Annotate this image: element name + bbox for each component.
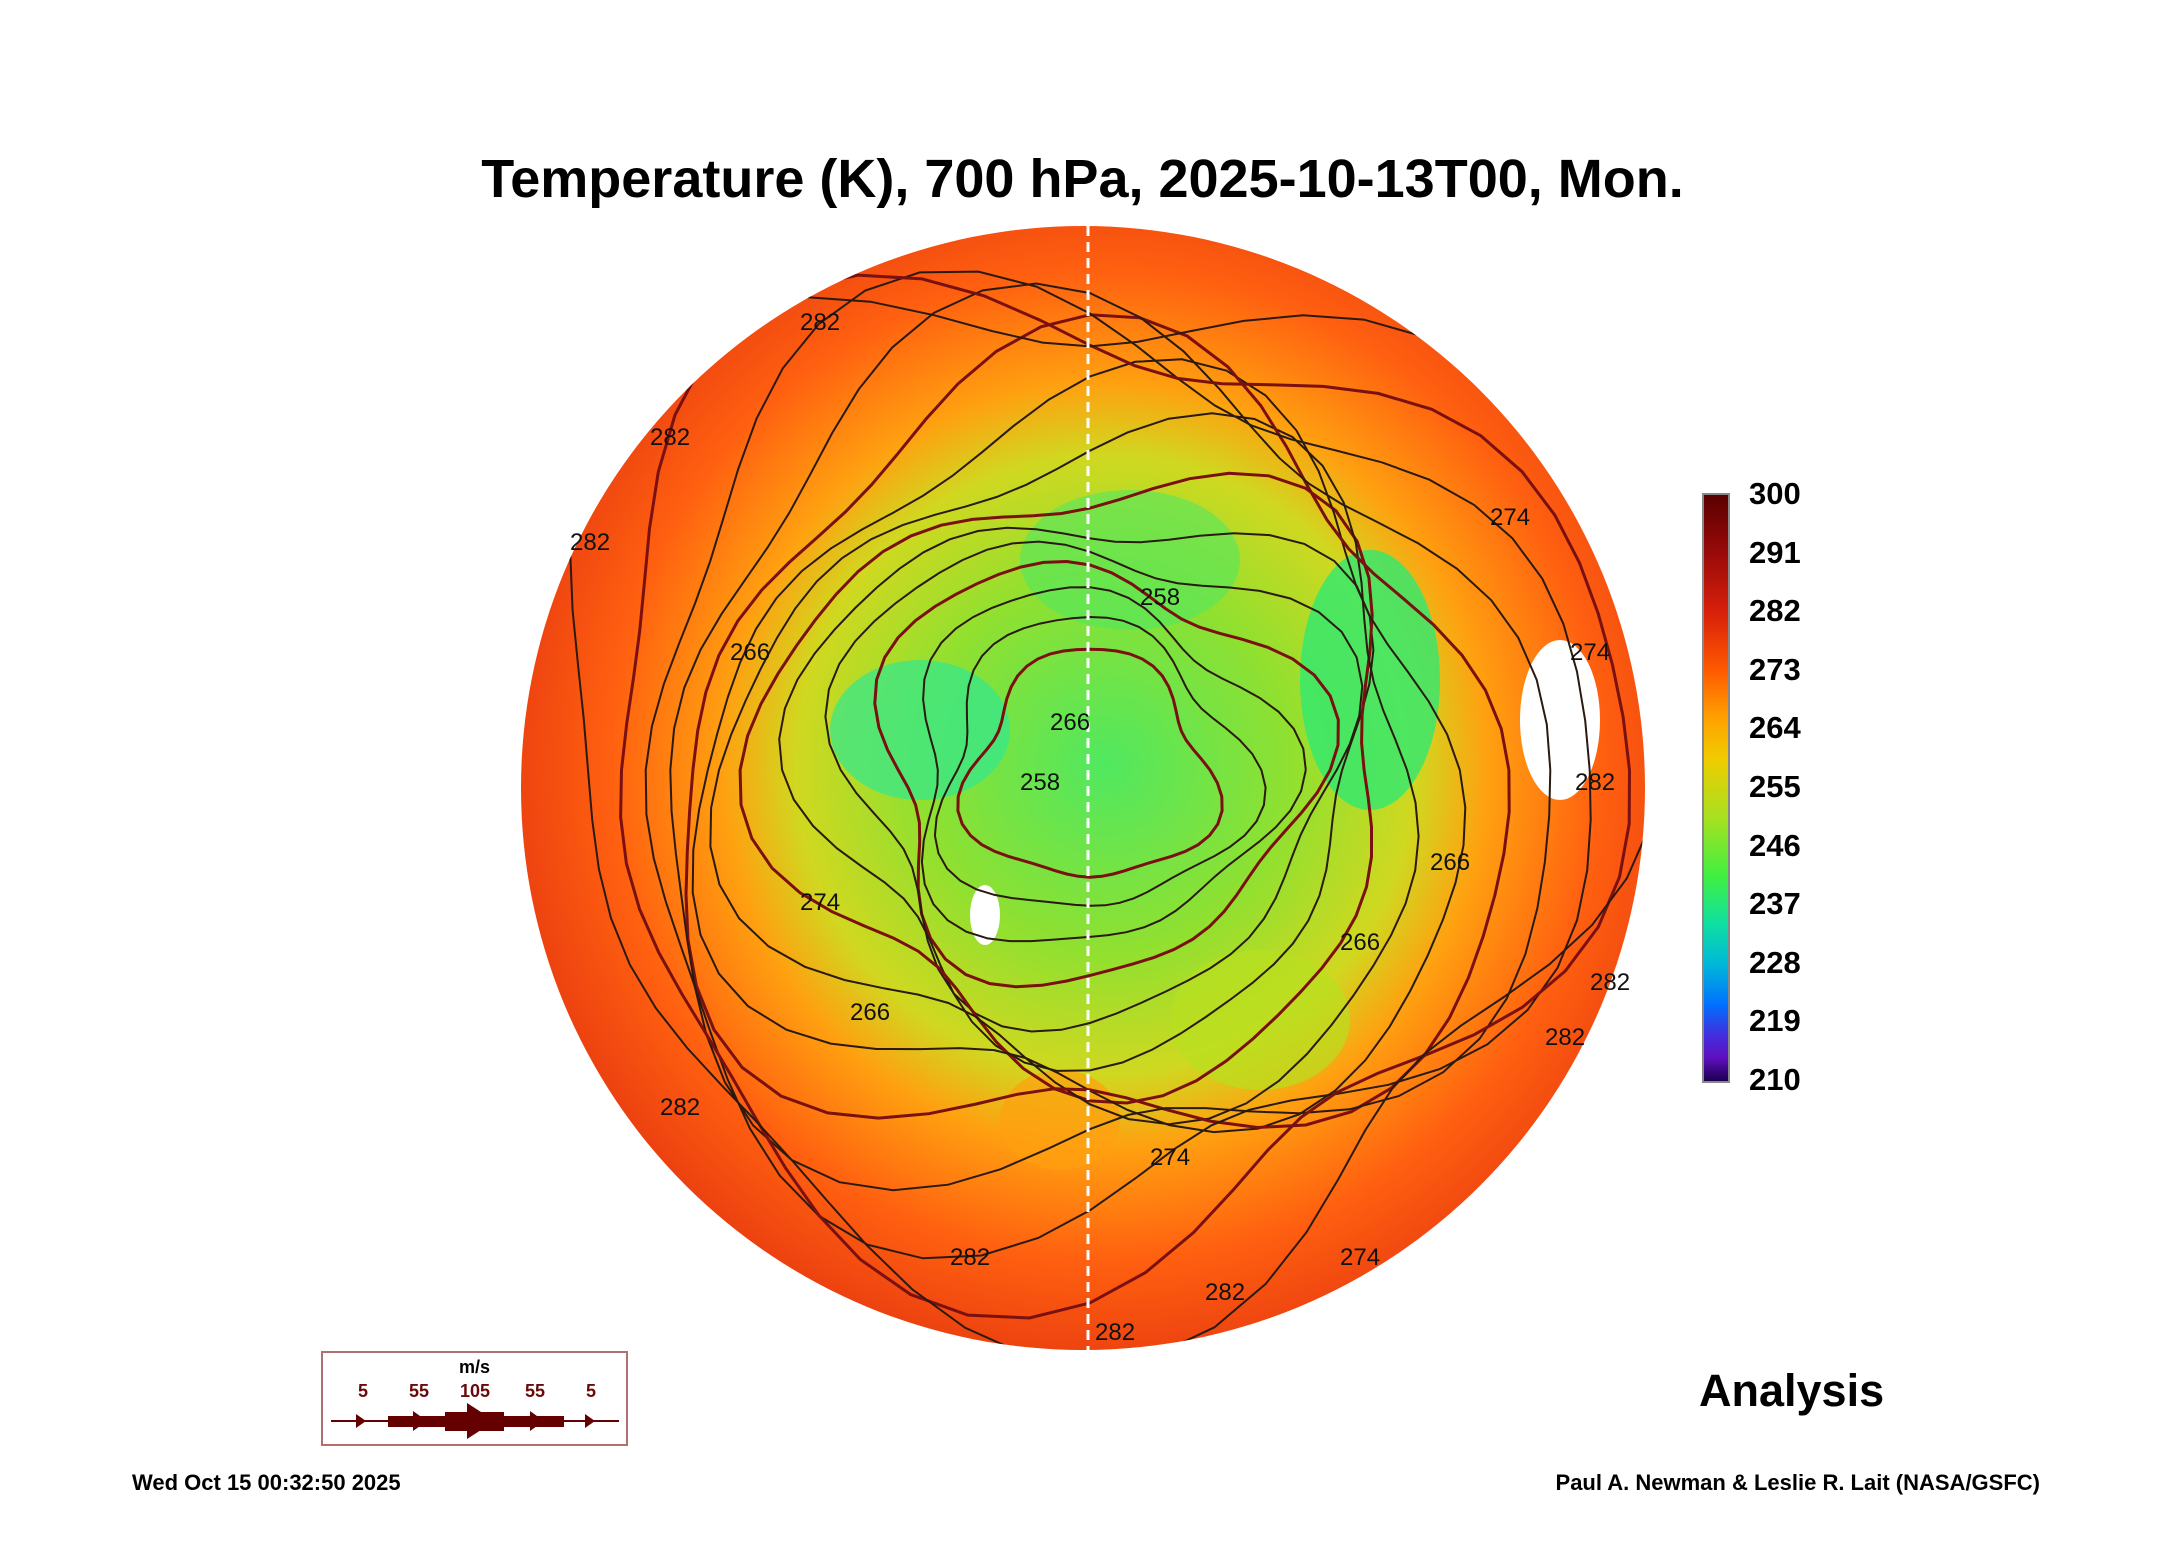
wind-legend-label: 55 <box>408 1381 430 1401</box>
temperature-contour <box>824 540 1364 1033</box>
temperature-contour <box>778 526 1375 1072</box>
contour-label: 282 <box>950 1244 990 1271</box>
contour-labels: 282 282 274 266 266 258 274 282 282 282 266 274 274 2… <box>570 309 1630 1346</box>
colorbar-tick-label: 255 <box>1749 769 1801 804</box>
wind-speed-legend: m/s 5 55 105 55 5 <box>321 1351 628 1446</box>
cold-region <box>1020 490 1240 630</box>
contour-lines <box>569 270 1645 1350</box>
temperature-contour <box>920 586 1307 943</box>
contour-label: 282 <box>800 309 840 336</box>
contour-label: 274 <box>1490 504 1530 531</box>
temperature-contour <box>644 270 1592 1260</box>
contour-label: 282 <box>1545 1024 1585 1051</box>
contour-label: 282 <box>1575 769 1615 796</box>
cold-region <box>830 660 1010 800</box>
wind-legend-label: 105 <box>459 1381 491 1401</box>
contour-label: 282 <box>1095 1319 1135 1346</box>
temperature-contour <box>933 615 1267 907</box>
contour-label: 266 <box>1340 929 1380 956</box>
globe-disk <box>521 226 1645 1350</box>
wind-legend-label: 5 <box>357 1381 369 1401</box>
colorbar-tick-label: 210 <box>1749 1062 1801 1097</box>
contour-label: 274 <box>800 889 840 916</box>
contour-label: 282 <box>660 1094 700 1121</box>
colorbar-tick-label: 300 <box>1749 476 1801 511</box>
colorbar-tick-label: 264 <box>1749 710 1801 746</box>
temperature-contour <box>569 295 1645 1350</box>
temperature-contour <box>691 358 1467 1134</box>
wind-legend-label: 5 <box>585 1381 597 1401</box>
colorbar <box>1702 493 1730 1083</box>
wind-arrow-scale <box>331 1403 619 1439</box>
missing-data-region <box>1520 640 1600 800</box>
warm-region <box>1000 1070 1120 1170</box>
temperature-contour <box>873 559 1340 989</box>
contour-label: 282 <box>650 424 690 451</box>
contour-label: 266 <box>850 999 890 1026</box>
contour-label: 266 <box>730 639 770 666</box>
colorbar-tick-label: 228 <box>1749 944 1801 980</box>
colorbar-tick-label: 219 <box>1749 1003 1801 1039</box>
analysis-label: Analysis <box>1699 1365 1885 1416</box>
temperature-contour <box>709 412 1420 1126</box>
colorbar-tick-label: 291 <box>1749 534 1801 570</box>
colorbar-tick-label: 273 <box>1749 651 1801 687</box>
temperature-contour <box>684 313 1511 1130</box>
wind-legend-label: 55 <box>524 1381 546 1401</box>
warm-region <box>1170 950 1350 1090</box>
contour-label: 274 <box>1570 639 1610 666</box>
colorbar-tick-label: 237 <box>1749 886 1801 922</box>
colorbar-tick-label: 282 <box>1749 593 1801 629</box>
temperature-contour <box>738 471 1374 1105</box>
missing-data-region <box>970 885 1000 945</box>
temperature-contour <box>619 273 1631 1320</box>
wind-legend-unit: m/s <box>458 1357 491 1377</box>
credit: Paul A. Newman & Leslie R. Lait (NASA/GS… <box>1555 1470 2040 1495</box>
contour-label: 258 <box>1140 584 1180 611</box>
contour-label: 266 <box>1430 849 1470 876</box>
temperature-contour <box>956 647 1224 879</box>
chart-title: Temperature (K), 700 hPa, 2025-10-13T00,… <box>481 149 1684 209</box>
timestamp: Wed Oct 15 00:32:50 2025 <box>132 1470 401 1495</box>
contour-label: 274 <box>1340 1244 1380 1271</box>
contour-label: 266 <box>1050 709 1090 736</box>
contour-label: 274 <box>1150 1144 1190 1171</box>
contour-label: 258 <box>1020 769 1060 796</box>
contour-label: 282 <box>1205 1279 1245 1306</box>
temperature-contour <box>669 282 1552 1192</box>
contour-label: 282 <box>1590 969 1630 996</box>
contour-label: 282 <box>570 529 610 556</box>
colorbar-tick-label: 246 <box>1749 827 1801 863</box>
